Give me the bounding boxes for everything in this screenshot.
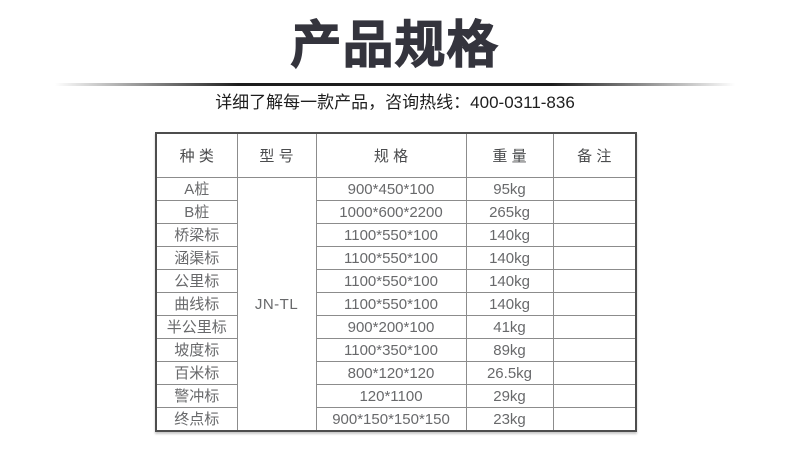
table-row: 百米标 800*120*120 26.5kg (155, 361, 637, 385)
weight-cell: 23kg (465, 407, 554, 432)
note-cell (552, 361, 637, 385)
type-cell: B桩 (155, 200, 238, 224)
table-row: 警冲标 120*1100 29kg (155, 384, 637, 408)
weight-cell: 140kg (465, 269, 554, 293)
weight-cell: 140kg (465, 292, 554, 316)
model-cell: JN-TL (236, 177, 317, 432)
note-cell (552, 338, 637, 362)
col-header-type: 种 类 (155, 132, 238, 178)
spec-cell: 900*150*150*150 (315, 407, 467, 432)
weight-cell: 140kg (465, 246, 554, 270)
title-divider (55, 83, 735, 86)
table-row: 桥梁标 1100*550*100 140kg (155, 223, 637, 247)
note-cell (552, 269, 637, 293)
spec-table-body: A桩 JN-TL 900*450*100 95kg B桩 1000*600*2200 265… (155, 177, 637, 432)
col-header-model: 型 号 (236, 132, 317, 178)
type-cell: 警冲标 (155, 384, 238, 408)
weight-cell: 95kg (465, 177, 554, 201)
spec-cell: 1000*600*2200 (315, 200, 467, 224)
table-row: 曲线标 1100*550*100 140kg (155, 292, 637, 316)
table-row: 终点标 900*150*150*150 23kg (155, 407, 637, 432)
table-row: 坡度标 1100*350*100 89kg (155, 338, 637, 362)
table-row: 公里标 1100*550*100 140kg (155, 269, 637, 293)
type-cell: 曲线标 (155, 292, 238, 316)
note-cell (552, 246, 637, 270)
note-cell (552, 407, 637, 432)
note-cell (552, 223, 637, 247)
spec-table: 种 类 型 号 规 格 重 量 备 注 A桩 JN-TL 900*450*100 95… (155, 132, 637, 432)
spec-cell: 1100*550*100 (315, 246, 467, 270)
weight-cell: 41kg (465, 315, 554, 339)
table-header-row: 种 类 型 号 规 格 重 量 备 注 (155, 132, 637, 178)
spec-cell: 900*200*100 (315, 315, 467, 339)
spec-cell: 1100*550*100 (315, 223, 467, 247)
weight-cell: 265kg (465, 200, 554, 224)
col-header-note: 备 注 (552, 132, 637, 178)
weight-cell: 89kg (465, 338, 554, 362)
spec-cell: 900*450*100 (315, 177, 467, 201)
type-cell: 公里标 (155, 269, 238, 293)
note-cell (552, 177, 637, 201)
spec-cell: 1100*550*100 (315, 292, 467, 316)
type-cell: 桥梁标 (155, 223, 238, 247)
spec-cell: 120*1100 (315, 384, 467, 408)
table-row: B桩 1000*600*2200 265kg (155, 200, 637, 224)
col-header-weight: 重 量 (465, 132, 554, 178)
type-cell: 坡度标 (155, 338, 238, 362)
page-title: 产品规格 (290, 16, 499, 74)
type-cell: 终点标 (155, 407, 238, 432)
weight-cell: 26.5kg (465, 361, 554, 385)
note-cell (552, 200, 637, 224)
type-cell: 涵渠标 (155, 246, 238, 270)
weight-cell: 29kg (465, 384, 554, 408)
spec-cell: 1100*350*100 (315, 338, 467, 362)
note-cell (552, 384, 637, 408)
hotline-subtitle: 详细了解每一款产品，咨询热线：400-0311-836 (215, 93, 575, 112)
note-cell (552, 292, 637, 316)
type-cell: 百米标 (155, 361, 238, 385)
type-cell: 半公里标 (155, 315, 238, 339)
col-header-spec: 规 格 (315, 132, 467, 178)
spec-cell: 800*120*120 (315, 361, 467, 385)
table-row: 涵渠标 1100*550*100 140kg (155, 246, 637, 270)
type-cell: A桩 (155, 177, 238, 201)
table-row: 半公里标 900*200*100 41kg (155, 315, 637, 339)
note-cell (552, 315, 637, 339)
weight-cell: 140kg (465, 223, 554, 247)
spec-cell: 1100*550*100 (315, 269, 467, 293)
table-row: A桩 JN-TL 900*450*100 95kg (155, 177, 637, 432)
